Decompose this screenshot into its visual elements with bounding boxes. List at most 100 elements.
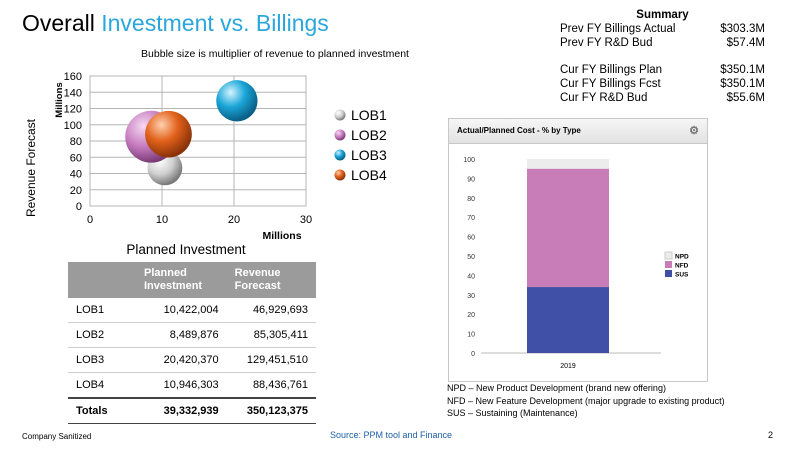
legend-swatch [664,251,673,260]
summary-label: Prev FY R&D Bud [560,37,653,49]
definitions: NPD – New Product Development (brand new… [447,382,725,420]
planned-investment-title: Planned Investment [126,242,246,257]
x-axis-label: Millions [262,230,301,242]
summary-value: $55.6M [726,92,765,104]
summary-label: Cur FY R&D Bud [560,92,648,104]
table-cell: LOB1 [68,298,136,323]
table-row: LOB1 10,422,004 46,929,693 [68,298,316,323]
legend-label: LOB2 [351,127,387,143]
table-cell: 46,929,693 [226,298,316,323]
bar-segment-npd [527,159,609,169]
cost-chart-header: Actual/Planned Cost - % by Type ⚙ [449,119,707,144]
table-cell: 129,451,510 [226,347,316,373]
y-tick-label: 60 [467,235,475,242]
title-plain: Overall [22,10,95,36]
x-tick-label: 10 [156,214,168,226]
legend-marker [334,149,346,161]
legend-label: NFD [675,263,689,270]
y-tick-label: 50 [467,254,475,261]
footer-source: Source: PPM tool and Finance [330,430,453,440]
bar-segment-nfd [527,168,609,288]
legend-marker [334,129,346,141]
x-tick-label: 0 [87,214,93,226]
summary-row: Prev FY Billings Actual $303.3M [560,22,765,36]
title-highlight: Investment vs. Billings [101,10,329,36]
legend-marker [334,169,346,181]
cost-chart-title: Actual/Planned Cost - % by Type [457,126,581,135]
summary-label: Prev FY Billings Actual [560,23,676,35]
table-cell: 350,123,375 [226,397,316,424]
y-tick-label: 80 [467,196,475,203]
bubble-lob3 [216,80,258,122]
stacked-bar-chart: 0 10 20 30 40 50 60 70 80 90 100 2019 NPD NFD SUS [463,157,689,370]
y-units-label: Millions [54,82,65,117]
x-tick-label: 20 [228,214,240,226]
legend-label: LOB4 [351,167,387,183]
table-cell: 8,489,876 [136,322,227,348]
y-tick-label: 20 [70,185,82,197]
x-tick-label: 2019 [560,363,576,370]
definition-line: SUS – Sustaining (Maintenance) [447,408,578,418]
y-tick-label: 140 [64,87,82,99]
page-number: 2 [768,430,774,440]
definition-line: NPD – New Product Development (brand new… [447,383,666,393]
table-cell: LOB4 [68,372,136,399]
table-row: LOB2 8,489,876 85,305,411 [68,322,316,348]
summary-row: Cur FY R&D Bud $55.6M [560,91,765,105]
y-tick-label: 40 [70,169,82,181]
y-tick-label: 0 [471,351,475,358]
totals-row: Totals 39,332,939 350,123,375 [68,397,316,424]
summary-value: $350.1M [720,64,765,76]
y-tick-label: 100 [64,120,82,132]
legend-label: LOB3 [351,147,387,163]
summary-row: Cur FY Billings Fcst $350.1M [560,77,765,91]
y-tick-label: 20 [467,312,475,319]
y-tick-label: 100 [463,157,475,164]
definition-line: NFD – New Feature Development (major upg… [447,395,725,406]
cost-chart-panel: Actual/Planned Cost - % by Type ⚙ 0 10 20 3… [448,118,708,382]
table-cell: 39,332,939 [136,397,227,424]
bubble-chart: Bubble size is multiplier of revenue to … [24,48,409,242]
y-tick-label: 60 [70,152,82,164]
investment-table: Planned Investment Revenue Forecast LOB1… [68,262,316,424]
y-tick-label: 10 [467,332,475,339]
table-cell: 20,420,370 [136,347,227,373]
summary-row: Prev FY R&D Bud $57.4M [560,36,765,50]
y-tick-label: 0 [76,201,82,213]
legend-label: NPD [675,254,689,261]
y-tick-label: 160 [64,71,82,83]
table-cell: 10,946,303 [136,372,227,399]
x-tick-label: 30 [300,214,312,226]
page-title: Overall Investment vs. Billings [22,10,329,37]
summary-value: $57.4M [726,37,765,49]
summary-value: $303.3M [720,23,765,35]
y-tick-label: 30 [467,293,475,300]
summary-heading: Summary [636,9,689,21]
bubble-lob4 [145,110,192,158]
table-header-row: Planned Investment Revenue Forecast [68,262,316,298]
summary-value: $350.1M [720,78,765,90]
table-cell: 10,422,004 [136,298,227,323]
table-cell: 85,305,411 [226,322,316,348]
summary-label: Cur FY Billings Plan [560,64,663,76]
y-tick-label: 90 [467,176,475,183]
legend-label: LOB1 [351,107,387,123]
y-axis-label: Revenue Forecast [24,118,38,217]
legend-swatch [665,270,672,277]
bar-segment-sus [527,287,609,353]
gear-icon[interactable]: ⚙ [689,125,699,137]
table-header: Revenue Forecast [226,262,316,298]
table-cell: Totals [68,397,136,424]
bubble-subtitle: Bubble size is multiplier of revenue to … [141,48,409,60]
table-cell: LOB2 [68,322,136,348]
y-tick-label: 40 [467,273,475,280]
legend-swatch [665,261,672,268]
table-header: Planned Investment [136,262,227,298]
footer-company: Company Sanitized [22,432,92,441]
table-cell: LOB3 [68,347,136,373]
legend-marker [334,109,346,121]
summary-panel: Summary Prev FY Billings Actual $303.3M … [560,8,765,105]
table-row: LOB3 20,420,370 129,451,510 [68,347,316,373]
table-row: LOB4 10,946,303 88,436,761 [68,372,316,399]
y-tick-label: 80 [70,136,82,148]
